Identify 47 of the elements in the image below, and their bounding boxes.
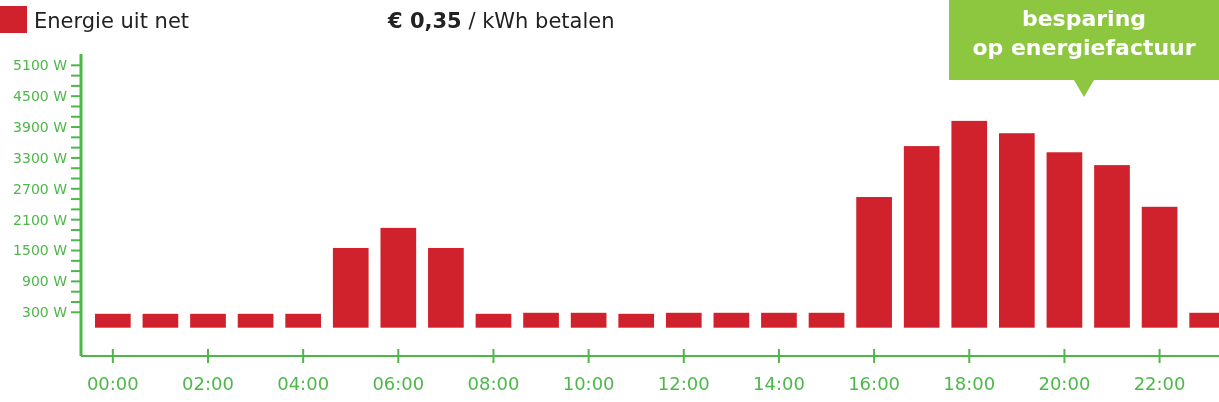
- legend-label: Energie uit net: [34, 9, 190, 33]
- x-tick-label: 00:00: [86, 373, 139, 394]
- y-tick-label: 5100 W: [13, 57, 68, 74]
- y-tick-label: 4500 W: [13, 88, 68, 105]
- bar: [1141, 206, 1178, 328]
- bar: [618, 313, 655, 328]
- annotation: besparing op energiefactuur: [972, 6, 1196, 60]
- bar: [713, 312, 750, 328]
- bar: [380, 227, 417, 328]
- bar: [95, 313, 131, 328]
- bar: [951, 120, 988, 328]
- y-tick-label: 2700 W: [13, 180, 68, 197]
- y-tick-label: 900 W: [21, 273, 68, 290]
- y-tick-label: 3300 W: [13, 149, 68, 166]
- bar: [332, 247, 369, 328]
- bar: [1094, 165, 1130, 328]
- bar: [190, 313, 226, 328]
- x-tick-label: 14:00: [753, 373, 805, 394]
- text: € 0,35 / kWh betalen: [387, 9, 615, 33]
- bar: [856, 197, 892, 328]
- bar: [142, 313, 179, 328]
- bar: [475, 313, 512, 328]
- bar: [285, 313, 321, 328]
- x-tick-label: 18:00: [943, 373, 996, 394]
- bar: [808, 312, 845, 328]
- x-tick-label: 10:00: [562, 373, 615, 394]
- y-tick-label: 3900 W: [13, 118, 68, 135]
- x-tick-label: 22:00: [1133, 373, 1186, 394]
- x-tick-label: 08:00: [467, 373, 520, 394]
- x-tick-label: 20:00: [1038, 373, 1091, 394]
- x-tick-label: 16:00: [848, 373, 901, 394]
- bar: [903, 146, 940, 328]
- bar: [1046, 152, 1083, 328]
- x-tick-label: 12:00: [657, 373, 710, 394]
- x-tick-label: 02:00: [182, 373, 234, 394]
- y-tick-label: 1500 W: [13, 242, 68, 259]
- bar: [570, 312, 607, 328]
- bar: [761, 312, 797, 328]
- bar: [999, 133, 1035, 328]
- bar: [237, 313, 274, 328]
- y-tick-label: 300 W: [21, 304, 68, 321]
- x-tick-label: 06:00: [372, 373, 425, 394]
- bar: [523, 312, 559, 328]
- bar: [665, 312, 702, 328]
- x-tick-label: 04:00: [277, 373, 330, 394]
- bar: [428, 247, 464, 328]
- y-tick-label: 2100 W: [13, 211, 68, 228]
